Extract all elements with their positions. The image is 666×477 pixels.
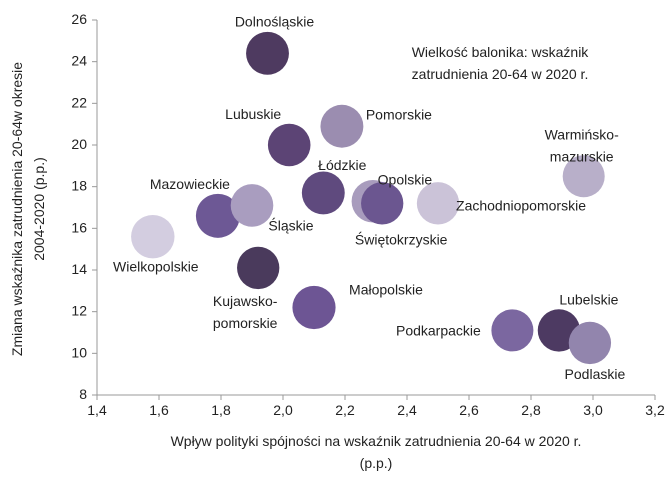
x-tick-label: 2,6: [459, 402, 479, 418]
bubble: [491, 309, 534, 352]
bubble: [292, 285, 336, 330]
y-tick-label: 16: [71, 219, 87, 235]
data-label: Dolnośląskie: [235, 13, 315, 29]
x-tick-label: 3,2: [645, 402, 665, 418]
data-label: Pomorskie: [366, 106, 432, 122]
bubble: [195, 193, 240, 238]
bubble: [320, 104, 364, 148]
data-label: Kujawsko-pomorskie: [213, 293, 278, 331]
data-label: Świętokrzyskie: [355, 230, 448, 247]
data-label: Warmińsko-mazurskie: [545, 126, 619, 164]
bubble: [568, 321, 612, 365]
data-label: Łódzkie: [318, 157, 366, 173]
y-tick-label: 20: [71, 136, 87, 152]
data-label: Lubuskie: [225, 106, 281, 122]
x-tick-label: 2,8: [521, 402, 541, 418]
data-label: Mazowieckie: [150, 176, 230, 192]
x-tick-label: 1,4: [87, 402, 107, 418]
y-tick-label: 26: [71, 11, 87, 27]
y-tick-label: 24: [71, 52, 87, 68]
bubble: [416, 182, 460, 225]
bubble: [246, 31, 289, 75]
data-label: Opolskie: [378, 171, 433, 187]
x-tick-label: 1,8: [211, 402, 231, 418]
data-label: Lubelskie: [559, 291, 618, 307]
y-axis-title: Zmiana wskaźnika zatrudnienia 20-64w okr…: [9, 62, 47, 356]
data-label: Małopolskie: [349, 281, 423, 297]
data-label: Śląskie: [268, 216, 313, 233]
y-tick-label: 18: [71, 177, 87, 193]
y-tick-label: 22: [71, 94, 87, 110]
x-tick-label: 2,2: [335, 402, 355, 418]
x-tick-label: 3,0: [583, 402, 603, 418]
bubble: [562, 155, 605, 198]
annotation: Wielkość balonika: wskaźnik zatrudnienia …: [412, 44, 590, 82]
x-tick-label: 2,4: [397, 402, 417, 418]
bubble: [267, 123, 311, 167]
y-tick-label: 8: [79, 386, 87, 402]
y-tick-label: 10: [71, 344, 87, 360]
bubble: [361, 182, 404, 225]
x-axis-title: Wpływ polityki spójności na wskaźnik zat…: [171, 433, 582, 471]
data-label: Zachodniopomorskie: [456, 197, 586, 213]
bubble: [230, 184, 274, 227]
y-tick-label: 14: [71, 261, 87, 277]
x-tick-label: 2,0: [273, 402, 293, 418]
bubble: [301, 171, 345, 215]
bubble: [131, 214, 175, 259]
y-tick-label: 12: [71, 302, 87, 318]
data-label: Podlaskie: [565, 366, 626, 382]
data-label: Podkarpackie: [396, 322, 481, 338]
data-label: Wielkopolskie: [113, 258, 199, 274]
bubble: [237, 246, 280, 290]
x-tick-label: 1,6: [149, 402, 169, 418]
